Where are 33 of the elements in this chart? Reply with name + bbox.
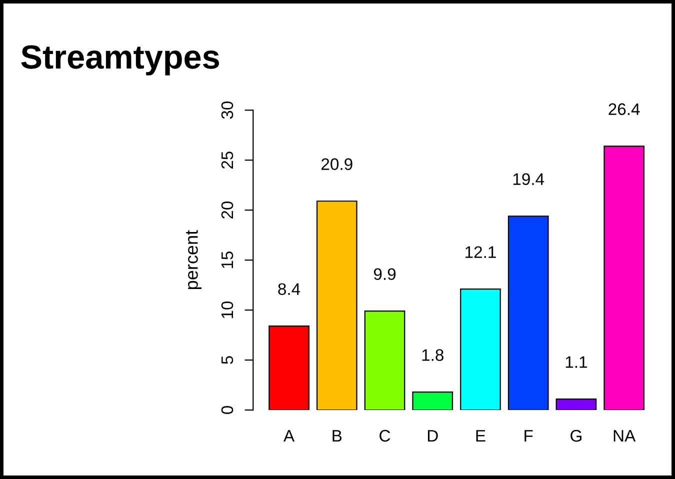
data-label: 1.8 [422,349,444,361]
y-tick-label: 5 [222,356,234,364]
bar [364,310,406,410]
x-tick-label: C [380,430,390,442]
y-tick-label: 15 [222,252,234,268]
data-label: 26.4 [608,103,640,116]
y-tick-label: 25 [221,152,234,169]
data-label: 12.1 [466,246,496,258]
x-tick-label: B [332,430,342,442]
data-label: 1.1 [566,356,587,368]
data-label: 19.4 [513,173,544,186]
x-tick-label: E [476,430,486,442]
y-tick-label: 20 [221,202,234,219]
y-tick-label: 30 [221,102,234,119]
bar [460,288,501,410]
y-tick-label: 10 [221,301,234,318]
x-tick-label: G [570,430,582,442]
bar [556,398,597,410]
data-label: 20.9 [322,158,352,170]
x-tick-label: D [428,430,438,442]
x-tick-label: NA [614,430,636,442]
bar [604,146,644,410]
bar [268,326,310,410]
chart-title: Streamtypes [21,45,219,76]
x-tick-label: A [284,430,295,442]
bar [508,216,549,410]
data-label: 8.4 [278,283,300,295]
data-label: 9.9 [374,268,396,280]
bar [412,391,454,410]
bar [316,200,358,410]
y-tick-label: 0 [221,406,234,414]
x-tick-label: F [524,430,533,442]
y-axis-title: percent [186,230,202,290]
